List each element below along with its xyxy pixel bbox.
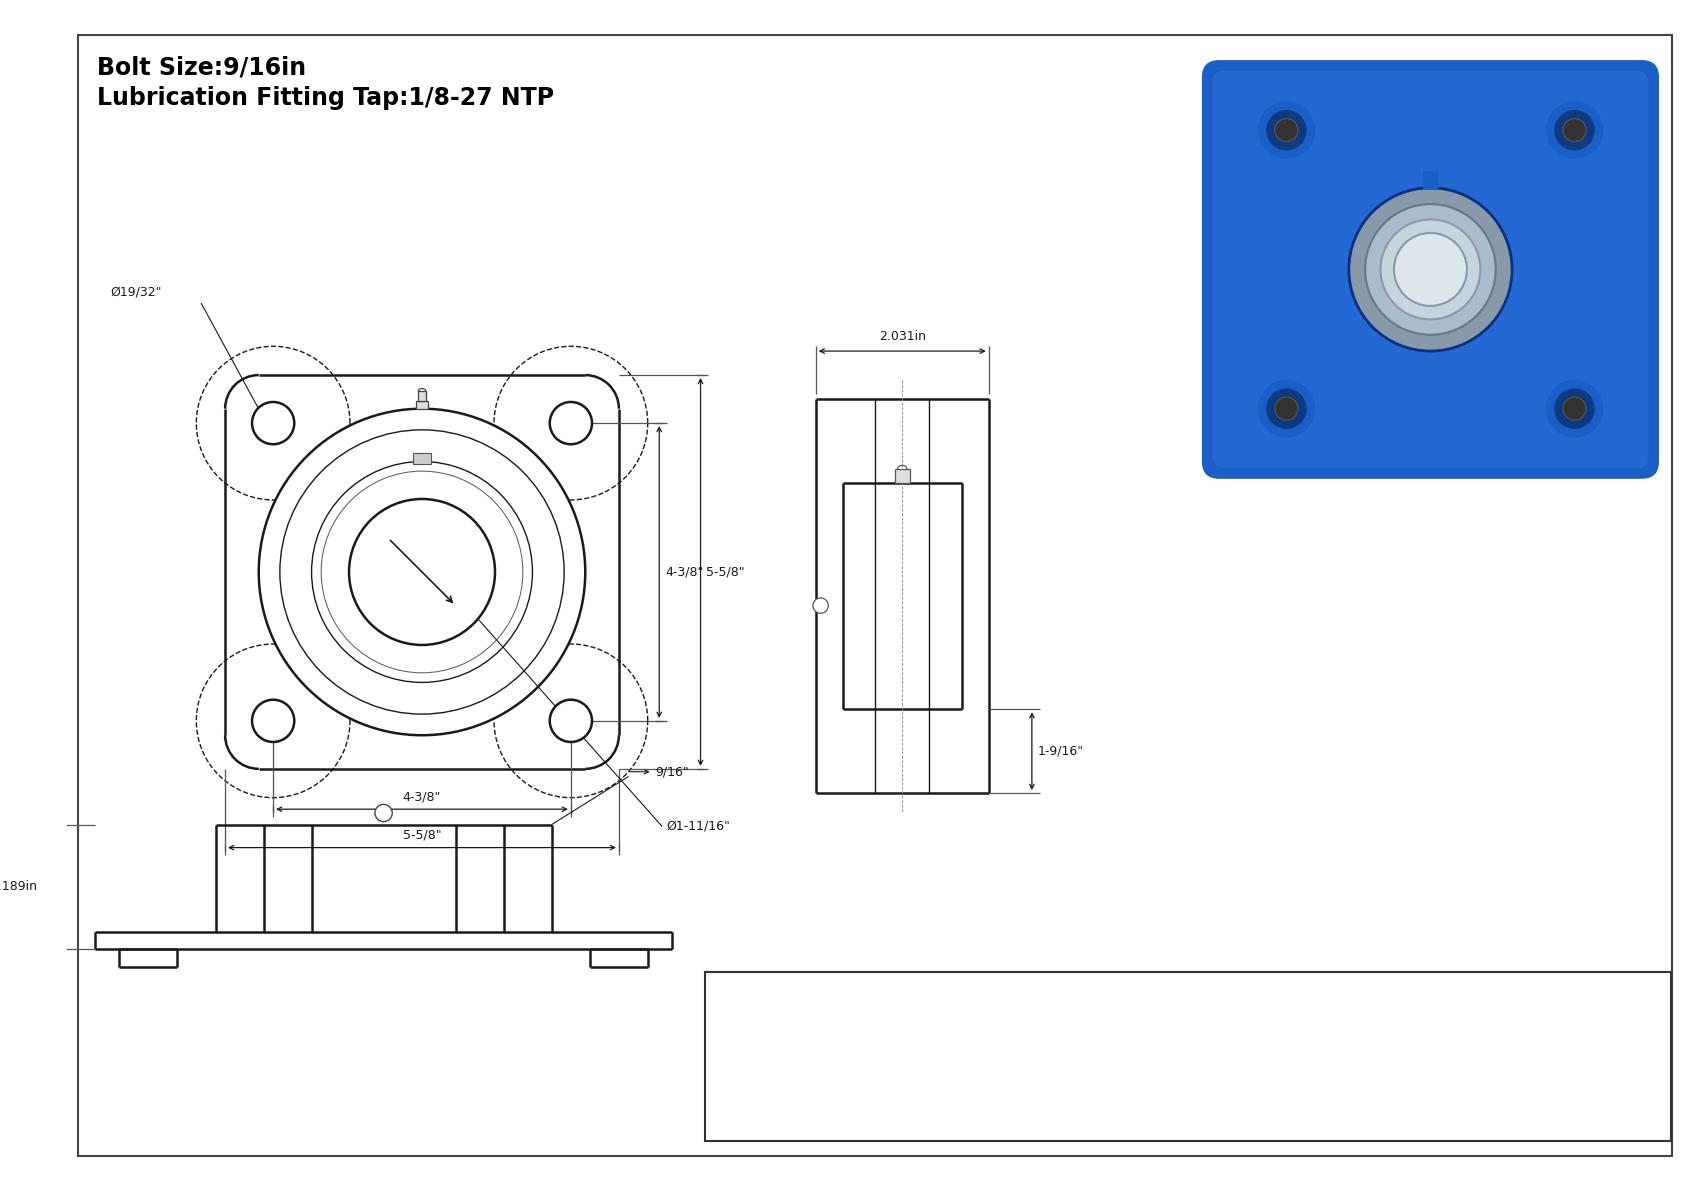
Text: 4-3/8": 4-3/8": [665, 566, 704, 579]
Circle shape: [1275, 119, 1298, 142]
Circle shape: [1563, 119, 1586, 142]
Circle shape: [322, 472, 522, 673]
Circle shape: [253, 403, 295, 444]
Circle shape: [1266, 389, 1305, 428]
Bar: [418, 392, 426, 401]
Circle shape: [349, 499, 495, 646]
Text: UCFX09-27: UCFX09-27: [1202, 1073, 1314, 1091]
FancyBboxPatch shape: [1202, 60, 1659, 479]
Text: 5-5/8": 5-5/8": [402, 829, 441, 842]
Bar: [706, 973, 1671, 1141]
Circle shape: [1546, 101, 1603, 158]
Text: 2.031in: 2.031in: [879, 330, 926, 343]
Bar: [413, 453, 431, 464]
Text: 2.189in: 2.189in: [0, 880, 37, 893]
Circle shape: [1266, 111, 1305, 149]
Bar: [894, 469, 909, 482]
Text: 9/16": 9/16": [655, 766, 689, 778]
Circle shape: [1366, 204, 1495, 335]
Text: 5-5/8": 5-5/8": [706, 566, 744, 579]
Circle shape: [549, 403, 593, 444]
Bar: [1423, 170, 1438, 189]
Circle shape: [280, 430, 564, 715]
Text: Bolt Size:9/16in: Bolt Size:9/16in: [98, 55, 306, 80]
Text: Lubrication Fitting Tap:1/8-27 NTP: Lubrication Fitting Tap:1/8-27 NTP: [98, 86, 554, 110]
Circle shape: [312, 462, 532, 682]
Circle shape: [1546, 380, 1603, 437]
Circle shape: [1258, 101, 1315, 158]
Text: ®: ®: [876, 985, 891, 1000]
Text: Part
Number: Part Number: [748, 1084, 803, 1114]
Circle shape: [1381, 219, 1480, 319]
Circle shape: [259, 409, 586, 735]
Circle shape: [549, 699, 593, 742]
Text: Ø1-11/16": Ø1-11/16": [665, 819, 729, 833]
Circle shape: [1275, 397, 1298, 420]
Text: LILY: LILY: [761, 989, 871, 1037]
Text: Ø19/32": Ø19/32": [109, 286, 162, 298]
FancyBboxPatch shape: [1212, 70, 1649, 468]
Circle shape: [376, 804, 392, 822]
Text: 1-9/16": 1-9/16": [1037, 744, 1084, 757]
Circle shape: [1556, 111, 1593, 149]
Bar: [416, 401, 428, 409]
Text: 4-3/8": 4-3/8": [402, 791, 441, 804]
Circle shape: [1556, 389, 1593, 428]
Text: SHANGHAI LILY BEARING LIMITED: SHANGHAI LILY BEARING LIMITED: [1155, 997, 1442, 1012]
Circle shape: [813, 598, 829, 613]
Circle shape: [1563, 397, 1586, 420]
Circle shape: [1349, 188, 1512, 351]
Circle shape: [253, 699, 295, 742]
Circle shape: [1258, 380, 1315, 437]
Text: Four-Bolt Flange Bearing Set Screw Locking: Four-Bolt Flange Bearing Set Screw Locki…: [1122, 1108, 1394, 1121]
Text: Email: lilybearing@lily-bearing.com: Email: lilybearing@lily-bearing.com: [1175, 1029, 1421, 1043]
Circle shape: [1394, 233, 1467, 306]
